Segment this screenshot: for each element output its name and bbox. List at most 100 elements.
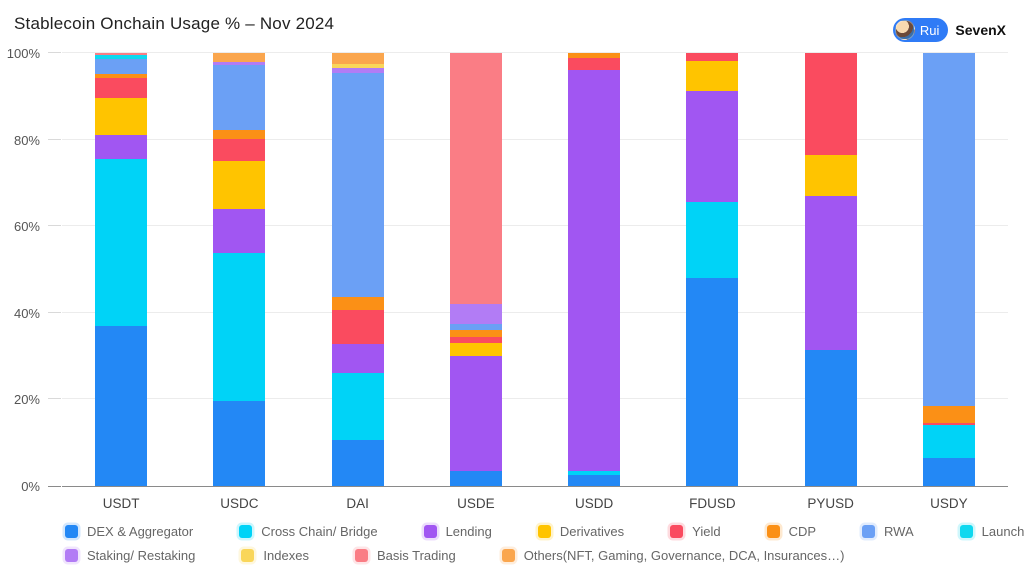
segment-dai-lending bbox=[331, 344, 384, 373]
legend-label: Basis Trading bbox=[376, 548, 456, 563]
legend-item-launchpad[interactable]: Launchpad bbox=[959, 524, 1024, 539]
segment-usde-derivatives bbox=[449, 343, 502, 357]
legend-item-dex-aggregator[interactable]: DEX & Aggregator bbox=[65, 524, 193, 539]
x-axis-label-pyusd: PYUSD bbox=[807, 496, 854, 511]
x-axis-label-usdc: USDC bbox=[220, 496, 259, 511]
legend-swatch-icon bbox=[501, 549, 515, 562]
x-axis-label-usdy: USDY bbox=[930, 496, 968, 511]
legend-label: Cross Chain/ Bridge bbox=[261, 524, 378, 539]
legend-swatch-icon bbox=[354, 549, 368, 562]
segment-usdy-yield bbox=[922, 423, 975, 426]
segment-pyusd-derivatives bbox=[804, 154, 857, 196]
segment-fdusd-derivatives bbox=[686, 60, 739, 92]
bar-usdy bbox=[922, 53, 975, 486]
segment-usdc-others-nft-gaming-governance-dca-insurances bbox=[213, 53, 266, 62]
segment-usde-basis-trading bbox=[449, 53, 502, 305]
segment-usde-cdp bbox=[449, 330, 502, 337]
segment-usdd-cdp bbox=[568, 53, 621, 59]
legend-label: Launchpad bbox=[981, 524, 1024, 539]
gridline-100 bbox=[62, 52, 1008, 53]
brand-badge: Rui SevenX bbox=[892, 18, 1006, 42]
legend-item-cdp[interactable]: CDP bbox=[766, 524, 817, 539]
legend-swatch-icon bbox=[423, 525, 437, 538]
x-axis-label-usdt: USDT bbox=[102, 496, 140, 511]
segment-usdt-cross-chain-bridge bbox=[95, 159, 148, 326]
bar-usdt bbox=[95, 53, 148, 486]
x-axis-label-dai: DAI bbox=[346, 496, 369, 511]
gridline-0 bbox=[62, 486, 1008, 487]
segment-usdt-lending bbox=[95, 135, 148, 160]
y-tick-mark bbox=[48, 311, 61, 313]
legend-swatch-icon bbox=[241, 549, 255, 562]
y-tick-mark bbox=[48, 486, 61, 487]
segment-usdy-cross-chain-bridge bbox=[922, 425, 975, 458]
legend-swatch-icon bbox=[65, 525, 78, 538]
segment-usde-rwa bbox=[449, 323, 502, 331]
author-pill[interactable]: Rui bbox=[892, 18, 949, 42]
segment-usdc-staking-restaking bbox=[213, 61, 266, 66]
y-tick-label: 0% bbox=[21, 479, 40, 494]
legend-label: Others(NFT, Gaming, Governance, DCA, Ins… bbox=[523, 548, 845, 563]
segment-usdt-derivatives bbox=[95, 98, 148, 136]
y-tick-mark bbox=[48, 225, 61, 227]
legend-label: Staking/ Restaking bbox=[87, 548, 196, 563]
gridline-80 bbox=[62, 138, 1008, 140]
legend-item-cross-chain-bridge[interactable]: Cross Chain/ Bridge bbox=[239, 524, 378, 539]
legend-swatch-icon bbox=[862, 525, 876, 538]
segment-usde-dex-aggregator bbox=[449, 470, 502, 486]
segment-usdt-launchpad bbox=[95, 54, 148, 60]
legend-item-staking-restaking[interactable]: Staking/ Restaking bbox=[65, 548, 195, 563]
y-tick-label: 40% bbox=[13, 305, 40, 321]
legend-row-1: DEX & Aggregator Cross Chain/ Bridge Lendi… bbox=[65, 524, 1024, 539]
legend-item-rwa[interactable]: RWA bbox=[862, 524, 914, 539]
legend-item-derivatives[interactable]: Derivatives bbox=[537, 524, 625, 539]
segment-usdt-rwa bbox=[95, 59, 148, 75]
segment-usdc-rwa bbox=[213, 65, 266, 131]
segment-usdt-basis-trading bbox=[95, 53, 148, 55]
legend-label: RWA bbox=[884, 524, 914, 539]
legend-item-lending[interactable]: Lending bbox=[423, 524, 492, 539]
bar-usdc bbox=[213, 53, 266, 486]
segment-dai-staking-restaking bbox=[331, 68, 384, 73]
segment-usdy-dex-aggregator bbox=[922, 457, 975, 486]
segment-dai-others-nft-gaming-governance-dca-insurances bbox=[331, 53, 384, 64]
legend-label: CDP bbox=[788, 524, 817, 539]
segment-dai-cross-chain-bridge bbox=[331, 372, 384, 441]
segment-fdusd-dex-aggregator bbox=[686, 278, 739, 486]
segment-pyusd-dex-aggregator bbox=[804, 349, 857, 486]
legend-label: Lending bbox=[445, 524, 492, 539]
segment-usde-lending bbox=[449, 356, 502, 471]
segment-usdc-lending bbox=[213, 209, 266, 253]
legend-swatch-icon bbox=[670, 525, 684, 538]
segment-fdusd-lending bbox=[686, 91, 739, 203]
segment-fdusd-yield bbox=[686, 53, 739, 61]
segment-usde-staking-restaking bbox=[449, 304, 502, 324]
legend-item-yield[interactable]: Yield bbox=[670, 524, 721, 539]
segment-usdd-lending bbox=[568, 70, 621, 471]
segment-usdy-cdp bbox=[922, 405, 975, 424]
segment-dai-indexes bbox=[331, 63, 384, 69]
segment-usdy-rwa bbox=[922, 53, 975, 406]
segment-usdt-dex-aggregator bbox=[95, 325, 148, 486]
chart-legend: DEX & Aggregator Cross Chain/ Bridge Lendi… bbox=[65, 524, 1024, 563]
y-tick-mark bbox=[48, 398, 61, 400]
segment-usdc-dex-aggregator bbox=[213, 400, 266, 486]
page-title: Stablecoin Onchain Usage % – Nov 2024 bbox=[14, 14, 335, 33]
bar-fdusd bbox=[686, 53, 739, 486]
segment-usdc-yield bbox=[213, 139, 266, 161]
legend-label: Derivatives bbox=[559, 524, 625, 539]
author-name: Rui bbox=[919, 22, 940, 38]
segment-usdt-yield bbox=[95, 77, 148, 99]
x-axis-label-usde: USDE bbox=[457, 496, 495, 511]
bar-pyusd bbox=[804, 53, 857, 486]
legend-label: Indexes bbox=[263, 548, 309, 563]
legend-item-indexes[interactable]: Indexes bbox=[241, 548, 309, 563]
segment-usdc-derivatives bbox=[213, 160, 266, 210]
legend-item-basis-trading[interactable]: Basis Trading bbox=[354, 548, 456, 563]
segment-pyusd-lending bbox=[804, 195, 857, 350]
segment-fdusd-cross-chain-bridge bbox=[686, 202, 739, 279]
gridline-60 bbox=[62, 225, 1008, 227]
legend-item-others-nft-gaming-governance-dca-insurances[interactable]: Others(NFT, Gaming, Governance, DCA, Ins… bbox=[501, 548, 845, 563]
author-avatar bbox=[894, 20, 915, 40]
y-tick-label: 20% bbox=[13, 392, 40, 408]
